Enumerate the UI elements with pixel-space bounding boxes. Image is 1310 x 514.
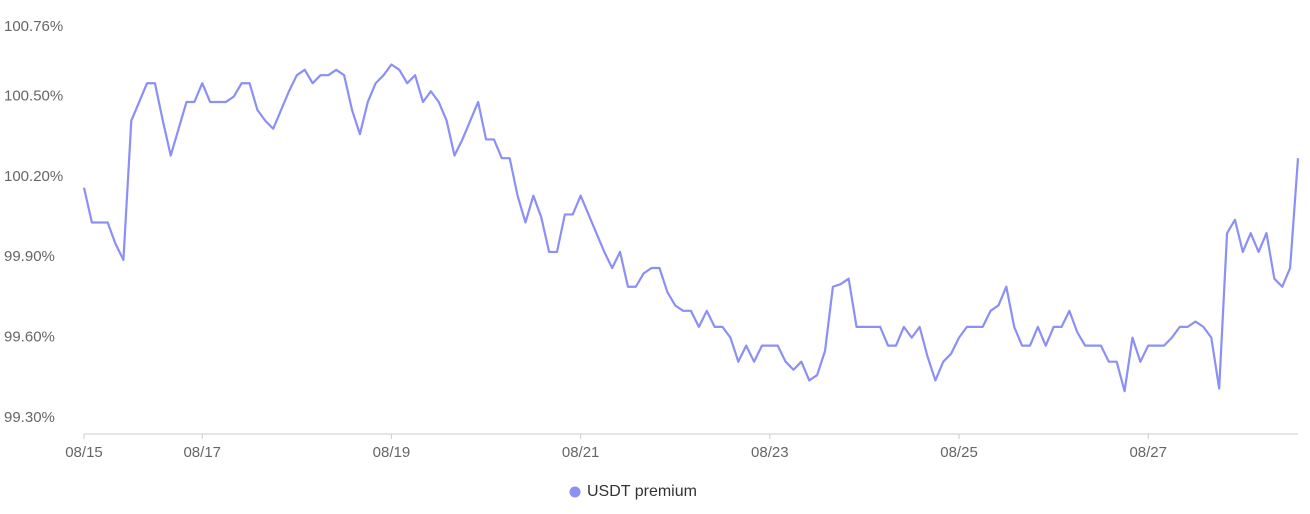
- y-tick-label: 99.30%: [4, 409, 55, 426]
- x-tick-label: 08/27: [1129, 444, 1167, 461]
- line: [82, 63, 1300, 393]
- legend-label: USDT premium: [587, 483, 697, 500]
- x-tick-label: 08/23: [751, 444, 789, 461]
- x-tick-label: 08/25: [940, 444, 978, 461]
- y-tick-label: 100.20%: [4, 168, 63, 185]
- y-tick-label: 100.76%: [4, 18, 63, 35]
- x-tick-label: 08/21: [562, 444, 600, 461]
- x-tick-label: 08/19: [373, 444, 411, 461]
- x-tick-label: 08/15: [65, 444, 103, 461]
- y-tick-label: 99.60%: [4, 329, 55, 346]
- legend-marker: [569, 486, 581, 498]
- y-tick-label: 100.50%: [4, 88, 63, 105]
- y-tick-label: 99.90%: [4, 248, 55, 265]
- x-tick-label: 08/17: [183, 444, 221, 461]
